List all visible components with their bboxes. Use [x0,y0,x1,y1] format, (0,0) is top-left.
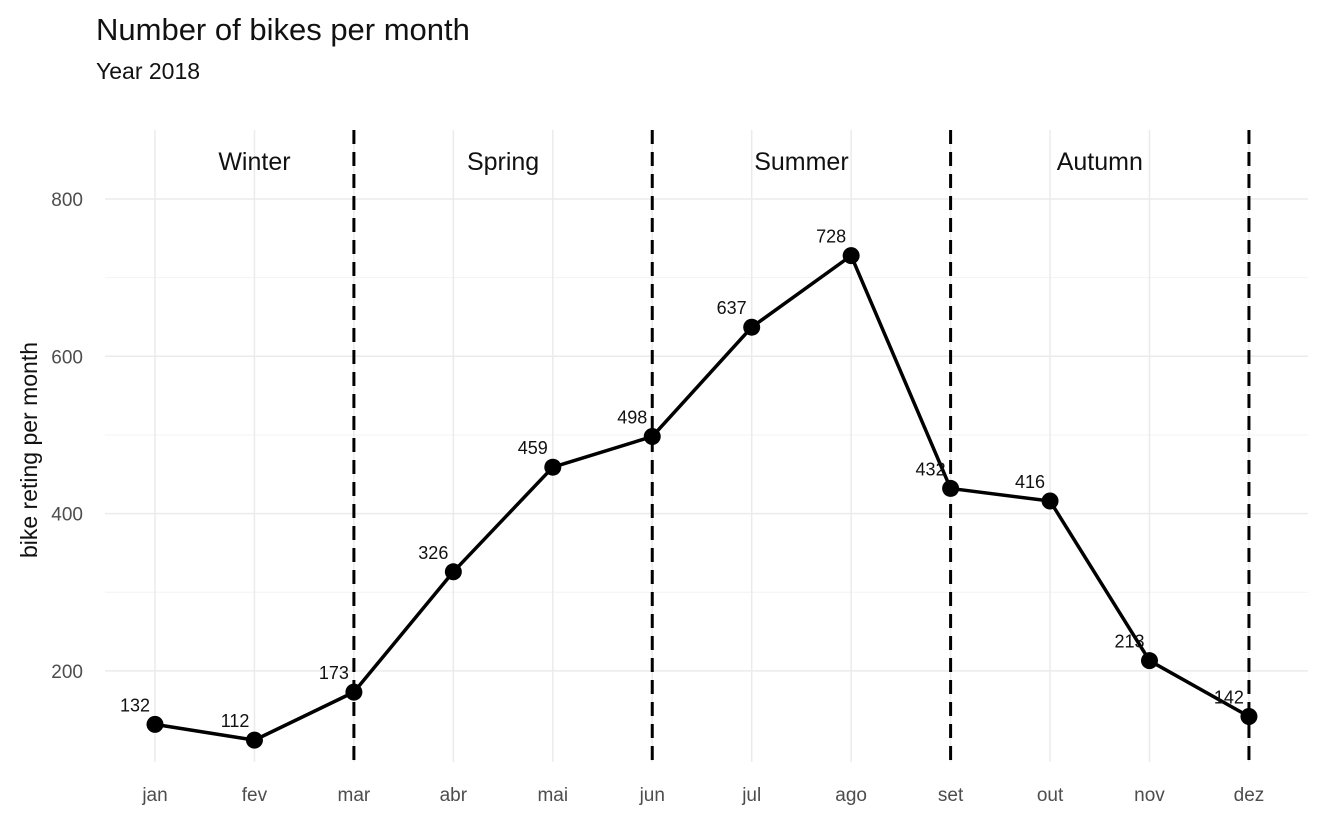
data-point [1240,708,1258,726]
y-axis-label: bike reting per month [16,342,42,558]
y-tick-label: 600 [51,347,83,368]
data-label: 112 [221,711,250,731]
data-label: 459 [518,438,548,458]
chart-title: Number of bikes per month [96,12,470,47]
data-point [544,458,562,476]
season-labels: Winter Spring Summer Autumn [218,148,1143,176]
data-label: 728 [816,227,846,247]
data-point [1141,652,1158,670]
data-point [842,247,860,265]
data-point [345,683,363,701]
data-label: 637 [717,298,747,318]
x-tick-label: set [938,785,964,806]
x-tick-label: abr [440,785,468,806]
data-labels: 132 112 173 326 459 498 637 728 432 416 213 142 [120,227,1244,731]
x-axis-ticks: jan fev mar abr mai jun jul ago set out nov dez [141,785,1264,806]
x-tick-label: mai [537,785,568,806]
data-point [146,715,164,733]
data-label: 326 [418,543,448,563]
data-point [942,479,960,497]
data-label: 498 [617,408,647,428]
x-tick-label: jun [639,785,665,806]
x-tick-label: jul [741,785,761,806]
x-tick-label: mar [338,785,371,806]
x-tick-label: dez [1234,785,1265,806]
data-point [643,428,661,446]
x-tick-label: out [1037,785,1064,806]
series-bikes [146,247,1258,749]
grid-lines [105,130,1308,762]
season-label: Spring [467,148,539,176]
data-label: 173 [319,663,349,683]
season-label: Winter [218,148,290,176]
y-tick-label: 400 [51,505,83,526]
x-tick-label: nov [1134,785,1165,806]
x-tick-label: jan [141,785,167,806]
data-point [245,731,263,749]
data-label: 132 [120,695,150,715]
y-axis-ticks: 200 400 600 800 [51,190,83,683]
season-label: Autumn [1057,148,1143,176]
data-label: 213 [1114,632,1144,652]
data-label: 416 [1015,472,1045,492]
data-label: 432 [916,459,946,479]
data-label: 142 [1214,688,1244,708]
y-tick-label: 200 [51,662,83,683]
data-point [1041,492,1059,510]
x-tick-label: ago [835,785,867,806]
x-tick-label: fev [242,785,268,806]
data-point [444,563,462,581]
season-label: Summer [754,148,848,176]
season-boundaries [352,130,1251,762]
data-point [743,318,761,336]
y-tick-label: 800 [51,190,83,211]
series-line [154,253,1250,742]
chart-subtitle: Year 2018 [96,58,201,84]
